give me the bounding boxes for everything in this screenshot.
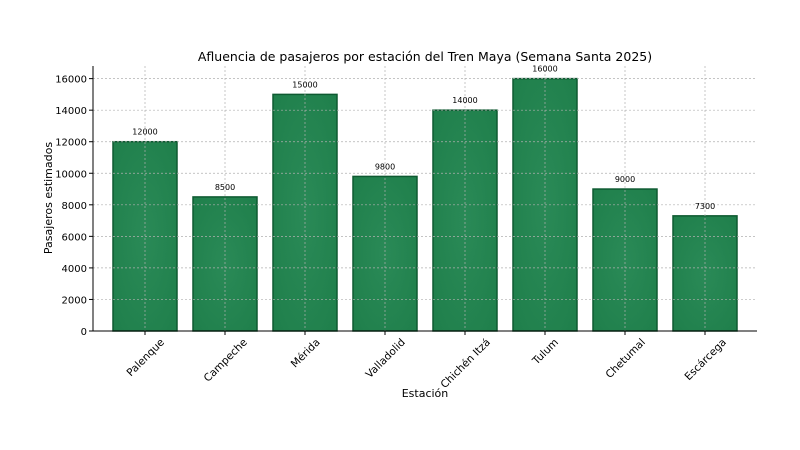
x-tick-label: Escárcega [682,336,728,382]
x-tick-label: Valladolid [364,336,408,380]
data-label: 14000 [452,96,477,105]
x-axis-label: Estación [402,387,449,400]
x-tick-label: Palenque [124,336,167,379]
bar-esc-rcega [672,215,738,332]
y-tick-label: 10000 [55,169,87,180]
chart-title: Afluencia de pasajeros por estación del … [198,49,652,64]
x-tick-label: Campeche [202,336,250,384]
x-tick-label: Chetumal [603,336,647,380]
y-tick-label: 4000 [62,264,87,275]
y-tick-label: 8000 [62,201,87,212]
y-tick-label: 16000 [55,75,87,86]
y-axis-label: Pasajeros estimados [42,142,55,254]
data-label: 9800 [375,162,395,171]
y-axis-ticks: 0 2000 4000 6000 8000 10000 12000 14000 16000 [55,75,93,338]
data-label: 8500 [215,183,235,192]
data-label: 9000 [615,175,635,184]
x-tick-label: Tulum [530,336,561,367]
x-tick-label: Mérida [289,336,323,370]
data-label: 15000 [292,80,317,89]
y-tick-label: 14000 [55,106,87,117]
data-label: 16000 [532,65,557,74]
data-labels: 12000 8500 15000 9800 14000 16000 9000 7300 [132,65,715,211]
data-label: 12000 [132,128,157,137]
y-tick-label: 6000 [62,232,87,243]
y-tick-label: 2000 [62,295,87,306]
bar-valladolid [352,175,418,332]
y-tick-label: 12000 [55,138,87,149]
x-tick-label: Chichén Itzá [439,336,493,390]
data-label: 7300 [695,202,715,211]
x-axis-ticks: Palenque Campeche Mérida Valladolid Chichén … [124,331,729,391]
y-tick-label: 0 [81,327,87,338]
bars [112,77,738,332]
